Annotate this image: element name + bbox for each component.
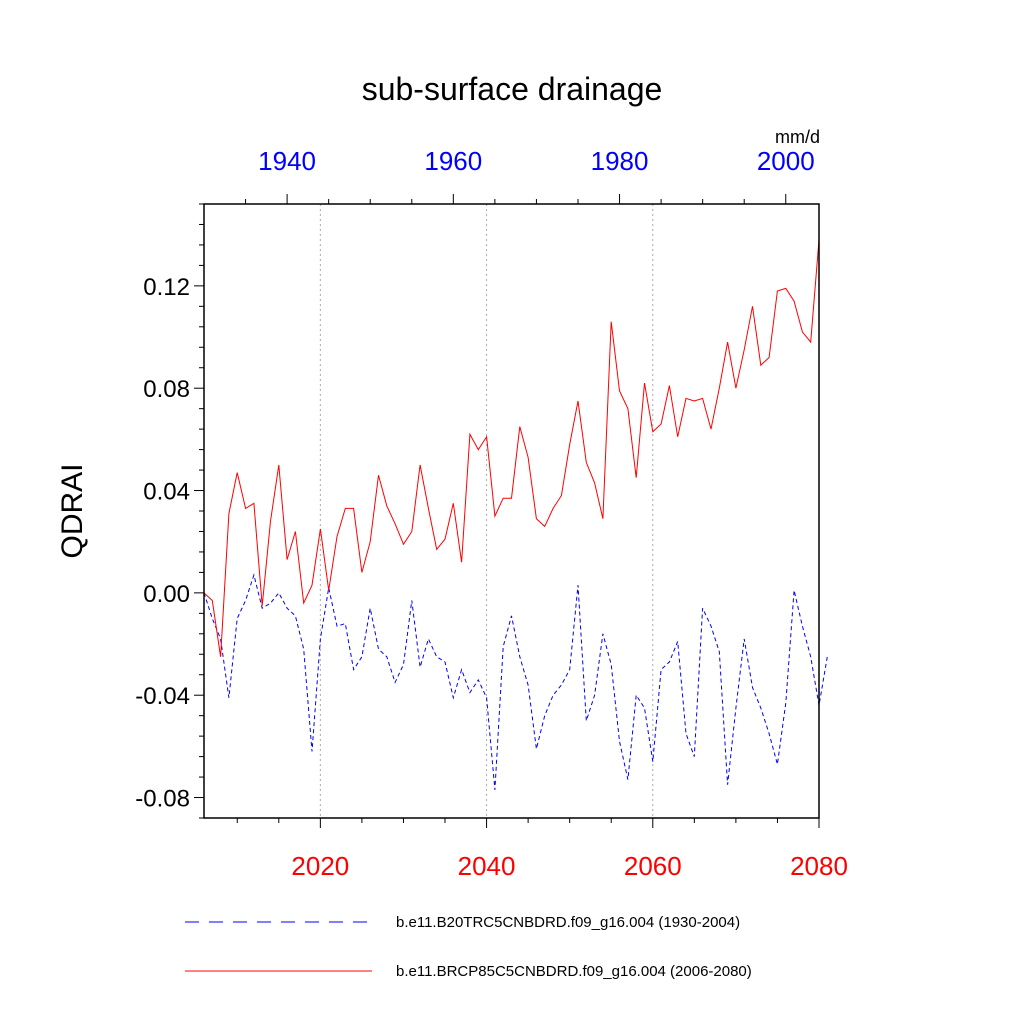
- legend: b.e11.B20TRC5CNBDRD.f09_g16.004 (1930-20…: [185, 914, 752, 980]
- plot-frame: [203, 203, 820, 819]
- top-tick-label: 1980: [591, 146, 649, 176]
- y-tick-label: 0.12: [143, 274, 190, 301]
- series-line-rcp85: [203, 239, 820, 657]
- chart-title: sub-surface drainage: [362, 71, 663, 107]
- grid-lines: [319, 204, 654, 818]
- axis-tick-labels: -0.08 -0.04 0.00 0.04 0.08 0.12 2020 2040 2060 20…: [135, 146, 848, 881]
- top-tick-label: 2000: [757, 146, 815, 176]
- bottom-tick-label: 2040: [458, 851, 516, 881]
- y-tick-label: 0.04: [143, 479, 190, 506]
- bottom-tick-label: 2060: [624, 851, 682, 881]
- units-label: mm/d: [775, 127, 820, 147]
- series-line-historical: [203, 573, 828, 790]
- y-tick-label: -0.04: [135, 683, 190, 710]
- bottom-tick-label: 2080: [790, 851, 848, 881]
- top-tick-label: 1940: [258, 146, 316, 176]
- y-axis-label: QDRAI: [56, 463, 89, 558]
- y-tick-label: 0.00: [143, 581, 190, 608]
- y-tick-label: -0.08: [135, 786, 190, 813]
- top-tick-label: 1960: [424, 146, 482, 176]
- axis-ticks: [194, 194, 820, 828]
- bottom-tick-label: 2020: [291, 851, 349, 881]
- y-tick-label: 0.08: [143, 376, 190, 403]
- legend-label-historical: b.e11.B20TRC5CNBDRD.f09_g16.004 (1930-20…: [396, 914, 740, 931]
- legend-label-rcp85: b.e11.BRCP85C5CNBDRD.f09_g16.004 (2006-2…: [396, 963, 752, 980]
- series-layer: [203, 239, 828, 790]
